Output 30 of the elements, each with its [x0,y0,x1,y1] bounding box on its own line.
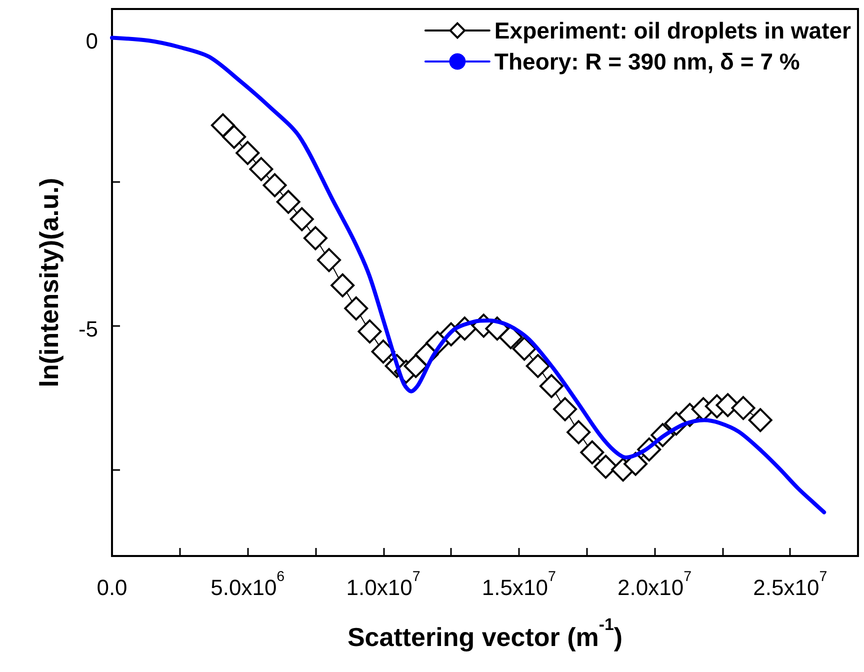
point [344,296,368,320]
point [236,140,260,165]
point [553,397,578,422]
point [566,420,591,444]
point [512,336,536,361]
y-tick-label: -5 [78,316,98,342]
point [731,396,756,420]
point [539,374,564,398]
point [210,113,235,138]
point [404,354,428,378]
point [748,408,772,432]
point [317,248,342,272]
y-axis-title: ln(intensity)(a.u.) [34,178,64,388]
x-tick-label: 0.0 [96,575,128,600]
legend-label: Experiment: oil droplets in water [494,18,852,44]
point [290,207,314,232]
point [580,440,604,464]
y-tick-label: 0 [86,28,98,54]
point [249,157,274,182]
legend-label: Theory: R = 390 nm, δ = 7 % [494,48,800,74]
point [624,452,648,476]
point [594,454,618,479]
point [371,340,396,364]
point [330,273,355,298]
point [303,226,328,250]
point [358,319,382,344]
point [276,190,300,214]
point [262,173,287,198]
point [526,354,550,378]
point [222,124,246,149]
